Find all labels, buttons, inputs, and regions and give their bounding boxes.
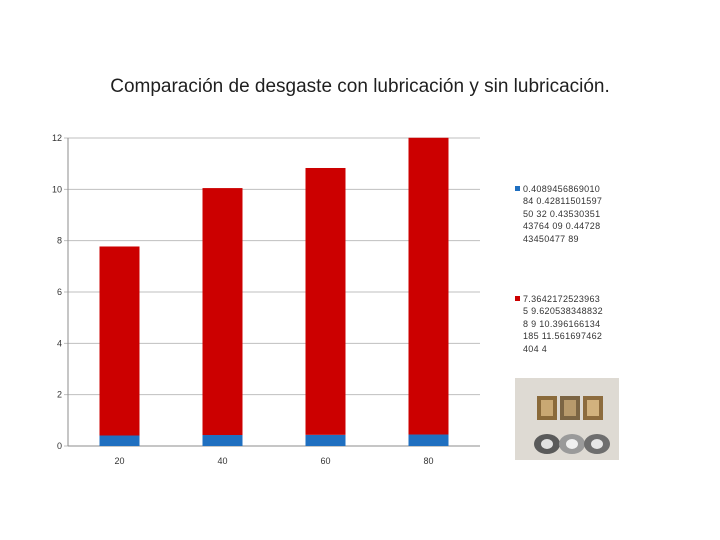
x-tick-label: 80 [423, 456, 433, 466]
bar-segment-red [408, 137, 449, 435]
y-tick-label: 8 [57, 236, 62, 246]
x-tick-label: 40 [217, 456, 227, 466]
bar-segment-blue [408, 434, 449, 446]
chart-title: Comparación de desgaste con lubricación … [110, 76, 610, 97]
x-tick-label: 60 [320, 456, 330, 466]
bar-segment-blue [99, 435, 140, 446]
legend-label-blue: 0.4089456869010 84 0.4281150159750 32 0.… [523, 184, 603, 244]
y-tick-label: 2 [57, 390, 62, 400]
bar-segment-red [202, 188, 243, 436]
bar-segment-red [99, 246, 140, 436]
bushing-samples-photo [515, 378, 619, 460]
legend-label-red: 7.3642172523963 5 9.6205383488328 9 10.3… [523, 294, 603, 354]
x-tick-label: 20 [114, 456, 124, 466]
bar-segment-red [305, 167, 346, 435]
y-tick-label: 10 [52, 184, 62, 194]
bar-segment-blue [202, 435, 243, 446]
y-tick-label: 4 [57, 338, 62, 348]
y-tick-label: 12 [52, 133, 62, 143]
legend-swatch-blue [515, 186, 520, 191]
bar-segment-blue [305, 434, 346, 446]
y-tick-label: 6 [57, 287, 62, 297]
y-tick-label: 0 [57, 441, 62, 451]
legend-swatch-red [515, 296, 520, 301]
